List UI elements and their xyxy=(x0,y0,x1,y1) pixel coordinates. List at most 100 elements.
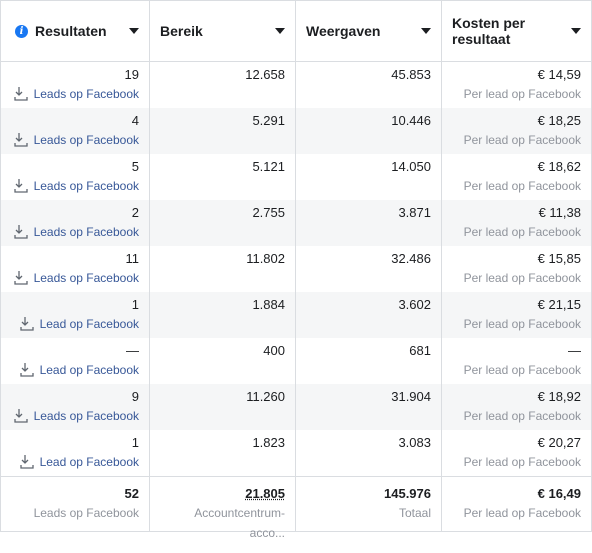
total-reach[interactable]: 21.805 xyxy=(245,486,285,501)
column-header-cost-per-result[interactable]: Kosten per resultaat xyxy=(442,0,592,62)
results-cell: 5 Leads op Facebook xyxy=(0,154,150,200)
info-icon[interactable]: i xyxy=(15,24,28,38)
cost-type-label: Per lead op Facebook xyxy=(463,271,581,285)
impressions-value: 10.446 xyxy=(391,113,431,128)
result-type-link[interactable]: Leads op Facebook xyxy=(11,406,139,426)
results-cell: 11 Leads op Facebook xyxy=(0,246,150,292)
cost-value: € 18,92 xyxy=(537,389,581,404)
result-type-link[interactable]: Lead op Facebook xyxy=(11,452,139,472)
cost-cell: € 14,59 Per lead op Facebook xyxy=(442,62,592,108)
impressions-cell: 45.853 xyxy=(296,62,442,108)
cost-type-label: Per lead op Facebook xyxy=(463,179,581,193)
reach-value: 11.260 xyxy=(246,389,285,404)
cost-type-label: Per lead op Facebook xyxy=(463,87,581,101)
result-type-label: Lead op Facebook xyxy=(39,363,139,377)
reach-value: 11.802 xyxy=(246,251,285,266)
reach-cell: 1.823 xyxy=(150,430,296,476)
total-reach-cell: 21.805 Accountcentrum-acco... xyxy=(150,476,296,540)
results-cell: 1 Lead op Facebook xyxy=(0,292,150,338)
impressions-value: 3.871 xyxy=(398,205,431,220)
results-value: 1 xyxy=(131,297,139,312)
total-results-label: Leads op Facebook xyxy=(33,506,139,520)
reach-value: 2.755 xyxy=(252,205,285,220)
reach-value: 400 xyxy=(263,343,285,358)
download-icon xyxy=(19,362,34,378)
download-icon xyxy=(13,224,28,240)
impressions-cell: 3.083 xyxy=(296,430,442,476)
reach-cell: 5.121 xyxy=(150,154,296,200)
impressions-cell: 3.602 xyxy=(296,292,442,338)
impressions-value: 14.050 xyxy=(391,159,431,174)
result-type-label: Leads op Facebook xyxy=(33,87,139,101)
result-type-label: Leads op Facebook xyxy=(33,271,139,285)
result-type-label: Leads op Facebook xyxy=(33,409,139,423)
results-value: — xyxy=(126,343,139,358)
caret-down-icon[interactable] xyxy=(571,28,581,34)
total-reach-label: Accountcentrum-acco... xyxy=(194,506,285,540)
impressions-cell: 32.486 xyxy=(296,246,442,292)
impressions-cell: 3.871 xyxy=(296,200,442,246)
result-type-link[interactable]: Leads op Facebook xyxy=(11,268,139,288)
results-value: 1 xyxy=(131,435,139,450)
total-cost: € 16,49 xyxy=(537,486,581,501)
result-type-label: Lead op Facebook xyxy=(39,317,139,331)
download-icon xyxy=(19,316,34,332)
result-type-link[interactable]: Leads op Facebook xyxy=(11,84,139,104)
result-type-link[interactable]: Lead op Facebook xyxy=(11,314,139,334)
download-icon xyxy=(13,408,28,424)
cost-value: € 20,27 xyxy=(537,435,581,450)
cost-value: — xyxy=(568,343,581,358)
reach-value: 12.658 xyxy=(245,67,285,82)
reach-value: 1.884 xyxy=(252,297,285,312)
reach-cell: 1.884 xyxy=(150,292,296,338)
cost-value: € 14,59 xyxy=(537,67,581,82)
result-type-link[interactable]: Leads op Facebook xyxy=(11,130,139,150)
cost-type-label: Per lead op Facebook xyxy=(463,455,581,469)
cost-type-label: Per lead op Facebook xyxy=(463,225,581,239)
caret-down-icon[interactable] xyxy=(129,28,139,34)
impressions-value: 45.853 xyxy=(391,67,431,82)
cost-value: € 21,15 xyxy=(537,297,581,312)
results-value: 11 xyxy=(125,251,140,266)
caret-down-icon[interactable] xyxy=(421,28,431,34)
total-impressions-label: Totaal xyxy=(398,506,431,520)
impressions-cell: 14.050 xyxy=(296,154,442,200)
impressions-value: 3.602 xyxy=(398,297,431,312)
cost-cell: — Per lead op Facebook xyxy=(442,338,592,384)
cost-cell: € 18,25 Per lead op Facebook xyxy=(442,108,592,154)
reach-value: 1.823 xyxy=(252,435,285,450)
cost-value: € 11,38 xyxy=(538,205,581,220)
table-body: 19 Leads op Facebook 12.658 45.853 € 14,59 Pe… xyxy=(0,62,592,476)
cost-cell: € 15,85 Per lead op Facebook xyxy=(442,246,592,292)
download-icon xyxy=(19,454,34,470)
total-results-cell: 52 Leads op Facebook xyxy=(0,476,150,532)
impressions-value: 3.083 xyxy=(398,435,431,450)
column-header-label: Kosten per resultaat xyxy=(452,15,526,47)
results-cell: 1 Lead op Facebook xyxy=(0,430,150,476)
column-header-label: Weergaven xyxy=(306,23,381,39)
result-type-label: Leads op Facebook xyxy=(33,179,139,193)
table-total-row: 52 Leads op Facebook 21.805 Accountcentr… xyxy=(0,476,592,540)
total-impressions: 145.976 xyxy=(384,486,431,501)
results-value: 19 xyxy=(124,67,139,82)
results-cell: 9 Leads op Facebook xyxy=(0,384,150,430)
download-icon xyxy=(13,86,28,102)
cost-cell: € 21,15 Per lead op Facebook xyxy=(442,292,592,338)
result-type-link[interactable]: Leads op Facebook xyxy=(11,176,139,196)
column-header-results[interactable]: i Resultaten xyxy=(0,0,150,62)
result-type-link[interactable]: Leads op Facebook xyxy=(11,222,139,242)
column-header-reach[interactable]: Bereik xyxy=(150,0,296,62)
column-header-impressions[interactable]: Weergaven xyxy=(296,0,442,62)
reach-cell: 12.658 xyxy=(150,62,296,108)
total-cost-label: Per lead op Facebook xyxy=(463,506,581,520)
caret-down-icon[interactable] xyxy=(275,28,285,34)
total-cost-cell: € 16,49 Per lead op Facebook xyxy=(442,476,592,532)
total-results: 52 xyxy=(124,486,139,501)
results-cell: — Lead op Facebook xyxy=(0,338,150,384)
cost-type-label: Per lead op Facebook xyxy=(463,317,581,331)
result-type-link[interactable]: Lead op Facebook xyxy=(11,360,139,380)
download-icon xyxy=(13,178,28,194)
results-cell: 19 Leads op Facebook xyxy=(0,62,150,108)
reach-cell: 11.260 xyxy=(150,384,296,430)
